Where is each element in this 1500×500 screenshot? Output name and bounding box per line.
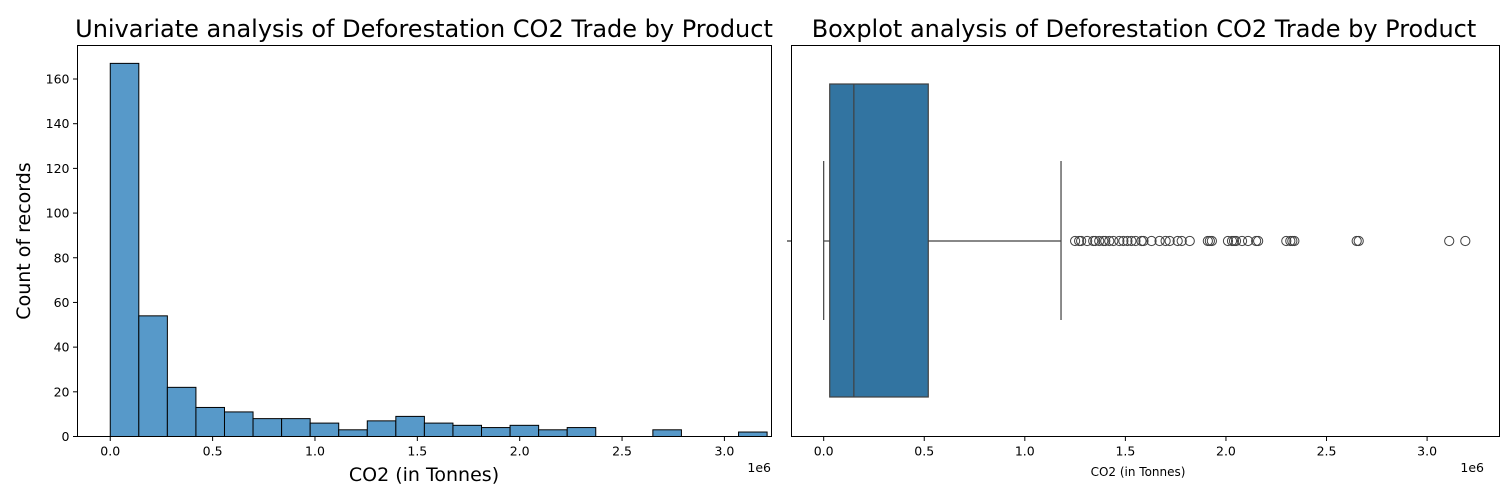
boxplot-outlier: [1160, 235, 1171, 247]
histogram-bar: [652, 429, 682, 438]
boxplot-outlier: [1351, 235, 1362, 247]
boxplot-outlier: [1287, 235, 1298, 247]
histogram-chart: Univariate analysis of Deforestation CO2…: [13, 15, 773, 486]
boxplot-outlier: [1070, 235, 1081, 247]
boxplot-outlier: [1146, 235, 1157, 247]
histogram-bar: [452, 424, 483, 438]
histogram-bar: [109, 62, 140, 437]
boxplot-outlier: [1236, 235, 1248, 247]
histogram-x-tick-label: 0.5: [203, 444, 223, 459]
histogram-bar: [195, 406, 225, 437]
histogram-bar: [138, 315, 168, 437]
boxplot-box: [829, 83, 929, 398]
boxplot-outlier: [1138, 235, 1149, 247]
boxplot-x-axis-label: CO2 (in Tonnes): [1091, 465, 1186, 479]
boxplot-outlier: [1222, 235, 1234, 247]
boxplot-outlier: [1126, 235, 1137, 247]
boxplot-outlier: [1176, 235, 1187, 247]
boxplot-x-tick-label: 1.0: [1015, 444, 1035, 459]
histogram-y-axis-label: Count of records: [13, 162, 35, 319]
histogram-bar: [509, 424, 540, 438]
boxplot-x-tick-label: 0.0: [814, 444, 834, 459]
boxplot-outlier: [1164, 235, 1175, 247]
boxplot-x-tick-label: 0.5: [914, 444, 934, 459]
boxplot-outlier: [1094, 235, 1105, 247]
boxplot-outlier: [1114, 235, 1125, 247]
boxplot-outlier: [1253, 235, 1264, 247]
boxplot-x-offset-label: 1e6: [1460, 460, 1484, 475]
histogram-x-axis-label: CO2 (in Tonnes): [349, 464, 499, 486]
histogram-x-tick-label: 2.0: [510, 444, 530, 459]
histogram-bar: [481, 427, 511, 438]
boxplot-outlier: [1104, 235, 1115, 247]
boxplot-outlier: [1136, 235, 1147, 247]
boxplot-outlier: [1172, 235, 1183, 247]
histogram-y-tick-label: 80: [54, 250, 70, 265]
histogram-bar: [281, 418, 311, 437]
histogram-y-tick-label: 160: [46, 72, 70, 87]
boxplot-outlier: [1118, 235, 1129, 247]
histogram-y-tick-label: 0: [62, 429, 70, 444]
boxplot-x-tick-label: 2.5: [1317, 444, 1337, 459]
boxplot-chart: Boxplot analysis of Deforestation CO2 Tr…: [787, 15, 1500, 479]
boxplot-outlier: [1289, 235, 1300, 247]
histogram-y-tick-label: 40: [54, 340, 70, 355]
boxplot-outlier: [1444, 235, 1455, 247]
histogram-bar: [395, 415, 425, 437]
boxplot-x-tick-label: 2.0: [1216, 444, 1236, 459]
boxplot-outlier: [1226, 235, 1238, 247]
boxplot-x-ticks: 0.0 0.5 1.0 1.5 2.0 2.5 3.0: [814, 436, 1437, 459]
histogram-bar: [538, 429, 568, 438]
boxplot-outlier: [1230, 235, 1242, 247]
histogram-bar: [338, 429, 368, 438]
histogram-x-tick-label: 0.0: [100, 444, 120, 459]
histogram-bar: [252, 418, 283, 437]
histogram-bars: [109, 62, 768, 438]
boxplot-outlier: [1154, 235, 1165, 247]
histogram-bar: [738, 431, 768, 438]
boxplot-outlier: [1082, 235, 1093, 247]
boxplot-elements: [823, 83, 1471, 398]
boxplot-outlier: [1460, 235, 1471, 247]
boxplot-outlier: [1122, 235, 1133, 247]
boxplot-x-tick-label: 1.5: [1115, 444, 1135, 459]
boxplot-title: Boxplot analysis of Deforestation CO2 Tr…: [812, 15, 1477, 43]
boxplot-x-tick-label: 3.0: [1417, 444, 1437, 459]
histogram-y-tick-label: 100: [46, 206, 70, 221]
histogram-bar: [166, 386, 197, 437]
boxplot-outlier: [1281, 235, 1292, 247]
boxplot-outlier: [1285, 235, 1296, 247]
histogram-bar: [223, 411, 254, 437]
boxplot-outlier: [1184, 235, 1195, 247]
histogram-y-tick-label: 20: [54, 384, 70, 399]
boxplot-outlier: [1100, 235, 1111, 247]
boxplot-outlier: [1076, 235, 1087, 247]
histogram-title: Univariate analysis of Deforestation CO2…: [75, 15, 773, 43]
boxplot-outlier: [1206, 235, 1217, 247]
histogram-bar: [423, 422, 454, 438]
boxplot-outlier: [1204, 235, 1215, 247]
histogram-plot-frame: [77, 45, 772, 437]
histogram-bar: [566, 427, 597, 438]
boxplot-outlier: [1130, 235, 1141, 247]
histogram-bar: [366, 420, 397, 437]
boxplot-outlier: [1242, 235, 1254, 247]
boxplot-outlier: [1090, 235, 1101, 247]
histogram-x-tick-label: 1.0: [305, 444, 325, 459]
histogram-y-ticks: 0 20 40 60 80 100 120 140 160: [46, 72, 78, 444]
boxplot-outlier: [1108, 235, 1119, 247]
boxplot-outlier: [1202, 235, 1213, 247]
histogram-x-offset-label: 1e6: [747, 460, 771, 475]
histogram-y-tick-label: 120: [46, 161, 70, 176]
histogram-x-tick-label: 3.0: [714, 444, 734, 459]
boxplot-outlier: [1353, 235, 1364, 247]
histogram-bar: [309, 422, 340, 438]
histogram-y-tick-label: 60: [54, 295, 70, 310]
histogram-x-ticks: 0.0 0.5 1.0 1.5 2.0 2.5 3.0: [100, 436, 734, 459]
histogram-x-tick-label: 1.5: [407, 444, 427, 459]
histogram-y-tick-label: 140: [46, 116, 70, 131]
histogram-x-tick-label: 2.5: [612, 444, 632, 459]
